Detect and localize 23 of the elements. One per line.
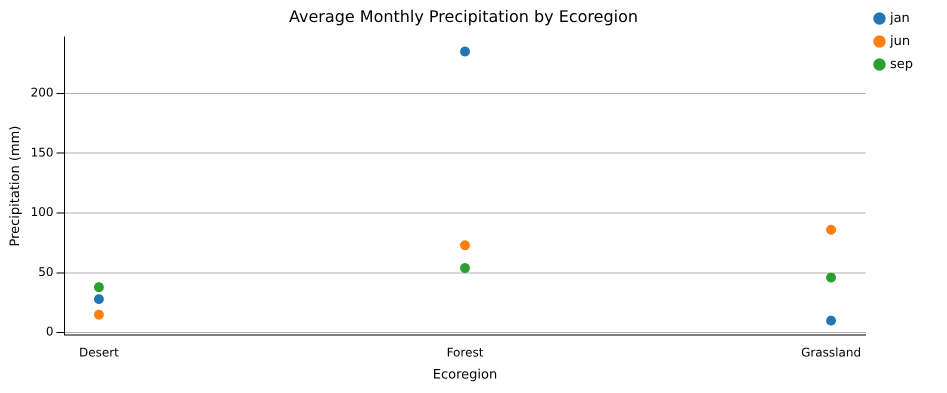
x-axis-title: Ecoregion [432, 368, 498, 383]
point [460, 46, 470, 57]
point [94, 294, 104, 304]
y-axis-title: Precipitation (mm) [8, 126, 24, 247]
legend-label: jan [888, 10, 910, 26]
point [826, 224, 836, 235]
point [460, 263, 470, 274]
y-tick-label: 0 [46, 324, 54, 339]
y-tick-label: 50 [38, 264, 54, 279]
legend-label: sep [890, 56, 914, 72]
x-tick-label: Grassland [801, 345, 862, 360]
x-tick-label: Desert [78, 345, 120, 360]
y-tick-label: 100 [30, 205, 54, 220]
point [826, 316, 836, 326]
point [460, 240, 470, 250]
chart-title: Average Monthly Precipitation by Ecoregion [288, 6, 638, 26]
x-tick-label: Forest [446, 345, 484, 360]
y-tick-label: 200 [30, 86, 54, 100]
point [826, 272, 836, 283]
y-tick-label: 150 [30, 145, 54, 160]
legend-label: jun [888, 34, 910, 49]
point [94, 282, 104, 292]
point [94, 310, 104, 320]
